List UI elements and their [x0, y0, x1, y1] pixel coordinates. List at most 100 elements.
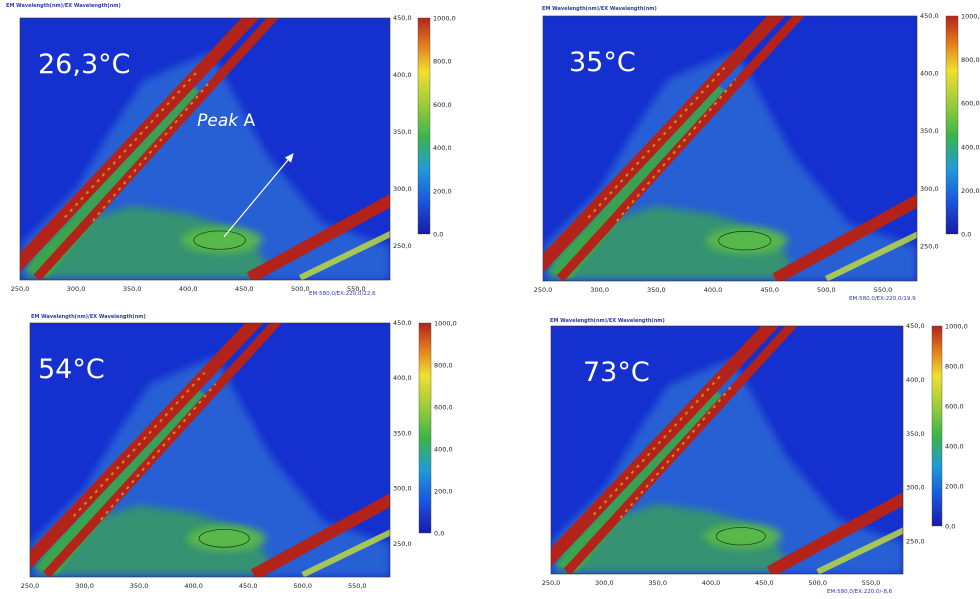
panel-title: 26,3°C [38, 49, 130, 80]
x-tick-label: 350,0 [647, 286, 666, 294]
eem-chart: 250,0 300,0 350,0 400,0 450,0 500,0 550,0 450,0… [542, 322, 968, 587]
x-tick-label: 400,0 [184, 582, 203, 590]
eem-panel-2: EM Wavelength(nm)/EX Wavelength(nm) 250,… [490, 0, 980, 310]
colorbar [417, 17, 431, 235]
colorbar-tick-label: 400,0 [434, 446, 453, 454]
x-tick-label: 550,0 [347, 285, 366, 293]
scatter-band-core [92, 80, 212, 222]
colorbar-tick-label: 200,0 [961, 187, 980, 195]
x-tick-label: 300,0 [590, 286, 609, 294]
peak-a-arrowhead [284, 153, 294, 163]
x-tick-label: 350,0 [123, 285, 142, 293]
scatter-band-green [816, 527, 903, 574]
plot-border [542, 15, 918, 282]
x-tick-label: 550,0 [874, 286, 893, 294]
panel-footer: EM:580,0/EX:220,0/22,6 [309, 291, 376, 297]
x-tick-label: 350,0 [130, 582, 149, 590]
panel-header: EM Wavelength(nm)/EX Wavelength(nm) [542, 6, 657, 12]
x-tick-label: 450,0 [755, 579, 774, 587]
eem-chart: 250,0 300,0 350,0 400,0 450,0 500,0 550,0 450,0… [11, 14, 456, 293]
colorbar-tick-label: 800,0 [433, 58, 452, 66]
scatter-band [20, 18, 260, 272]
colorbar-tick-label: 400,0 [433, 144, 452, 152]
x-tick-label: 250,0 [542, 579, 561, 587]
secondary-band [556, 385, 722, 572]
y-tick-label: 250,0 [920, 242, 939, 250]
colorbar-tick-label: 1000,0 [434, 320, 457, 328]
colorbar-tick-label: 1000,0 [433, 15, 456, 23]
heatmap-content [543, 16, 917, 281]
x-tick-label: 400,0 [179, 285, 198, 293]
y-tick-label: 300,0 [393, 485, 412, 493]
scatter-band-green [825, 231, 917, 281]
scatter-band [556, 16, 805, 281]
y-tick-label: 400,0 [920, 70, 939, 78]
colorbar-tick-label: 600,0 [434, 404, 453, 412]
x-tick-label: 250,0 [21, 582, 40, 590]
colorbar-tick-label: 200,0 [945, 483, 964, 491]
colorbar-tick-label: 400,0 [945, 443, 964, 451]
colorbar-tick-label: 0,0 [434, 530, 444, 538]
peak-a-contour [715, 527, 766, 546]
scatter-band [766, 492, 903, 574]
peak-a-contour [198, 529, 250, 548]
scatter-band-core [619, 384, 734, 519]
colorbar-tick-label: 800,0 [961, 56, 980, 64]
x-tick-label: 450,0 [239, 582, 258, 590]
scatter-band-core [615, 78, 737, 222]
y-tick-label: 250,0 [393, 540, 412, 548]
x-tick-label: 400,0 [702, 579, 721, 587]
x-tick-label: 350,0 [648, 579, 667, 587]
x-tick-label: 550,0 [348, 582, 367, 590]
panel-header: EM Wavelength(nm)/EX Wavelength(nm) [31, 314, 146, 320]
y-tick-label: 450,0 [393, 319, 412, 327]
eem-panel-1: EM Wavelength(nm)/EX Wavelength(nm) 250,… [0, 0, 480, 300]
heatmap-content [20, 18, 390, 280]
colorbar [945, 15, 959, 235]
scatter-band-core [72, 372, 206, 517]
x-tick-label: 500,0 [808, 579, 827, 587]
panel-title: 73°C [583, 357, 650, 388]
x-tick-label: 500,0 [817, 286, 836, 294]
scatter-band [772, 193, 917, 281]
x-tick-label: 250,0 [534, 286, 553, 294]
heatmap-content [551, 326, 903, 574]
x-tick-label: 500,0 [293, 582, 312, 590]
y-tick-label: 400,0 [393, 374, 412, 382]
colorbar-tick-label: 800,0 [434, 362, 453, 370]
scatter-band-core [64, 68, 201, 219]
y-tick-label: 250,0 [906, 538, 925, 546]
x-tick-label: 450,0 [760, 286, 779, 294]
scatter-band [551, 326, 780, 567]
x-tick-label: 250,0 [11, 285, 30, 293]
eem-panel-4: EM Wavelength(nm)/EX Wavelength(nm) 250,… [490, 310, 980, 599]
secondary-band [25, 80, 200, 278]
colorbar-tick-label: 600,0 [961, 100, 980, 108]
heatmap-content [30, 323, 390, 577]
colorbar [418, 322, 432, 534]
colorbar-tick-label: 1000,0 [945, 323, 968, 331]
colorbar-tick-label: 0,0 [961, 231, 971, 239]
colorbar-tick-label: 0,0 [945, 523, 955, 531]
colorbar-tick-label: 800,0 [945, 363, 964, 371]
x-tick-label: 300,0 [75, 582, 94, 590]
panel-footer: EM:580,0/EX:220,0/-8,6 [827, 589, 893, 595]
colorbar-tick-label: 200,0 [433, 187, 452, 195]
y-tick-label: 450,0 [906, 322, 925, 330]
peak-a-contour [193, 230, 246, 250]
panel-title: 35°C [569, 47, 636, 78]
y-tick-label: 350,0 [906, 430, 925, 438]
y-tick-label: 300,0 [906, 484, 925, 492]
scatter-band [543, 16, 785, 273]
secondary-band [548, 79, 725, 279]
peak-a-arrow [223, 154, 293, 238]
colorbar-tick-label: 600,0 [945, 403, 964, 411]
colorbar [931, 325, 943, 527]
y-tick-label: 450,0 [920, 12, 939, 20]
scatter-band-green [301, 529, 390, 577]
colorbar-tick-label: 400,0 [961, 143, 980, 151]
colorbar-tick-label: 0,0 [433, 231, 443, 239]
eem-panel-3: EM Wavelength(nm)/EX Wavelength(nm) 250,… [0, 310, 480, 599]
scatter-band-green [298, 230, 390, 280]
panel-title: 54°C [38, 354, 105, 385]
